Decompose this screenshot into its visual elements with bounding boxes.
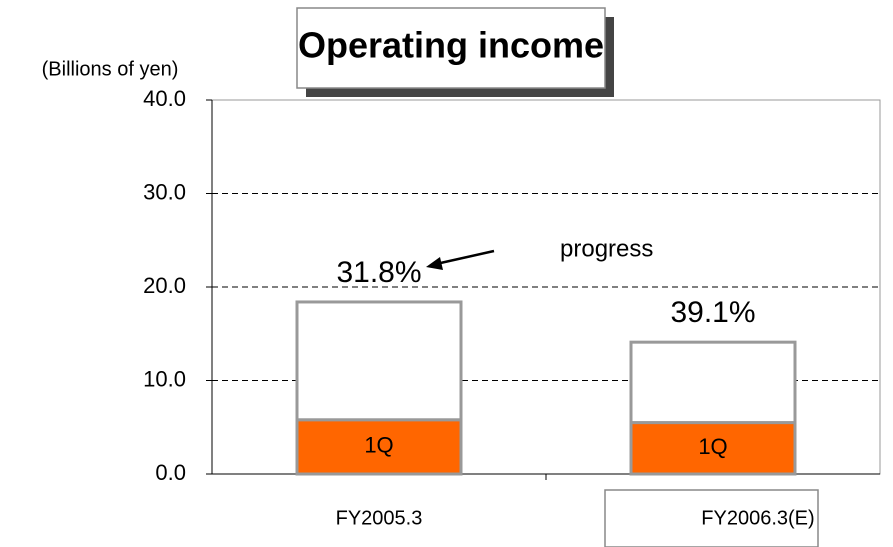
y-tick-label: 20.0 (143, 273, 186, 298)
category-box (604, 489, 819, 547)
arrow-head (426, 257, 443, 270)
x-tick-label: FY2006.3(E) (701, 507, 814, 529)
bar-segment (295, 300, 463, 422)
bar-segment (629, 421, 797, 476)
y-tick-label: 10.0 (143, 366, 186, 391)
y-tick-label: 30.0 (143, 179, 186, 204)
segment-label: 1Q (698, 434, 727, 459)
bar-segment (295, 418, 463, 476)
title-box (296, 7, 606, 89)
progress-label: 39.1% (670, 296, 755, 329)
x-tick-label: FY2005.3 (336, 507, 423, 529)
y-tick-label: 40.0 (143, 86, 186, 111)
y-tick-label: 0.0 (155, 460, 186, 485)
y-axis-title: (Billions of yen) (42, 58, 179, 80)
bar-segment (629, 340, 797, 425)
segment-label: 1Q (364, 433, 393, 458)
progress-label: 31.8% (336, 256, 421, 289)
chart-title: Operating income (298, 25, 604, 66)
annotation: progress (560, 235, 653, 262)
annotation-arrow (435, 249, 495, 266)
